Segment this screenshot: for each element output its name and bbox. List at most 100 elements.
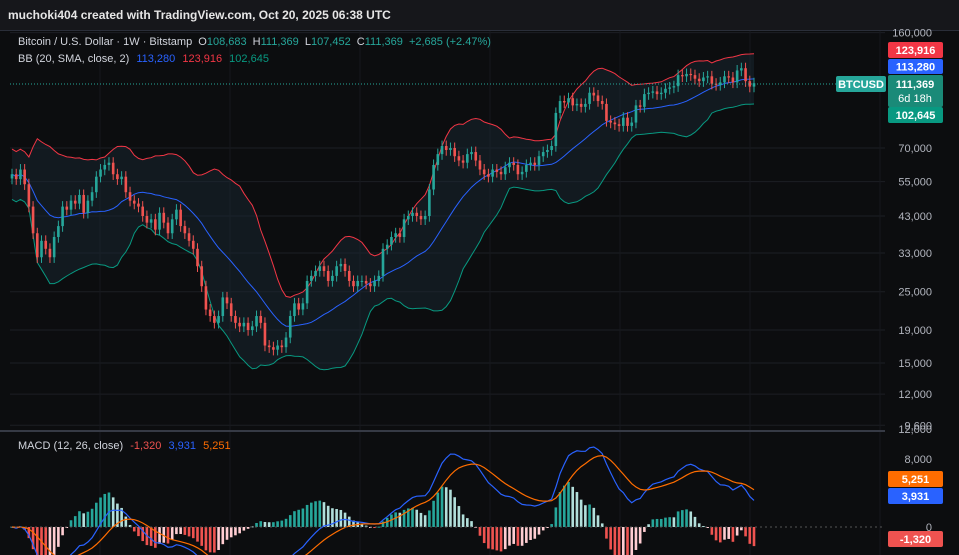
macd-hist-bar bbox=[335, 509, 338, 527]
macd-hist-bar bbox=[503, 527, 507, 550]
macd-hist-bar bbox=[78, 511, 81, 527]
macd-tick-label: 12,000 bbox=[898, 424, 932, 436]
macd-hist-bar bbox=[208, 527, 212, 553]
candle-body bbox=[356, 280, 360, 287]
candle-body bbox=[402, 219, 406, 237]
macd-hist-bar bbox=[204, 527, 208, 551]
macd-line-badge: 3,931 bbox=[902, 491, 930, 503]
candle-body bbox=[579, 103, 583, 107]
candle-body bbox=[204, 286, 208, 310]
macd-line-value: 3,931 bbox=[168, 440, 197, 452]
macd-hist-bar bbox=[411, 507, 414, 527]
macd-hist-bar bbox=[69, 520, 73, 527]
price-axis[interactable]: 160,000 70,000 55,000 43,000 33,000 25,000 19,… bbox=[892, 28, 932, 433]
macd-hist-bar bbox=[162, 527, 166, 543]
candle-body bbox=[314, 270, 317, 276]
macd-hist-bar bbox=[723, 527, 726, 540]
candle-body bbox=[326, 270, 330, 281]
candle-body bbox=[242, 322, 246, 327]
candle-body bbox=[162, 212, 166, 223]
macd-hist-bar bbox=[444, 487, 448, 527]
macd-signal-badge: 5,251 bbox=[902, 474, 930, 486]
candle-body bbox=[723, 76, 726, 83]
candle-body bbox=[267, 345, 271, 348]
macd-hist-bar bbox=[487, 527, 490, 549]
symbol-badge: BTCUSD bbox=[838, 79, 884, 91]
candle-body bbox=[132, 200, 136, 204]
macd-hist-bar bbox=[331, 508, 334, 527]
macd-hist-bar bbox=[103, 493, 107, 527]
candle-body bbox=[120, 176, 123, 180]
bollinger-band-fill bbox=[12, 53, 754, 370]
macd-hist-bar bbox=[537, 527, 541, 535]
price-tick-label: 33,000 bbox=[898, 248, 932, 260]
macd-hist-bar bbox=[626, 527, 629, 555]
macd-hist-bar bbox=[200, 527, 204, 546]
macd-hist-bar bbox=[659, 518, 663, 527]
macd-tick-label: 8,000 bbox=[904, 454, 932, 466]
candle-body bbox=[44, 240, 48, 249]
macd-hist-bar bbox=[520, 527, 524, 546]
macd-hist-bar bbox=[246, 527, 250, 529]
macd-hist-bar bbox=[347, 516, 351, 527]
macd-hist-bar bbox=[457, 506, 461, 527]
macd-hist-bar bbox=[651, 519, 655, 527]
candle-body bbox=[676, 75, 680, 87]
candle-body bbox=[364, 280, 368, 284]
candle-body bbox=[390, 236, 393, 245]
macd-hist-bar bbox=[124, 516, 128, 527]
candle-body bbox=[200, 266, 204, 287]
candle-body bbox=[65, 206, 69, 210]
macd-hist-bar bbox=[571, 486, 575, 527]
macd-hist-bar bbox=[73, 516, 77, 527]
macd-hist-badge: -1,320 bbox=[900, 534, 931, 546]
candle-body bbox=[702, 77, 705, 82]
macd-hist-bar bbox=[390, 514, 393, 527]
macd-hist-bar bbox=[398, 512, 402, 527]
macd-hist-bar bbox=[461, 514, 465, 527]
candle-body bbox=[596, 95, 600, 102]
macd-hist-bar bbox=[529, 527, 532, 540]
macd-hist-bar bbox=[187, 527, 191, 537]
macd-hist-bar bbox=[221, 527, 225, 545]
candle-body bbox=[491, 169, 494, 177]
macd-hist-bar bbox=[478, 527, 482, 536]
macd-hist-bar bbox=[432, 500, 435, 527]
candle-body bbox=[280, 345, 284, 348]
macd-hist-bar bbox=[217, 527, 220, 550]
candle-body bbox=[605, 103, 608, 121]
candle-body bbox=[57, 226, 60, 237]
macd-hist-bar bbox=[52, 527, 56, 555]
macd-hist-bar bbox=[305, 504, 309, 527]
macd-hist-bar bbox=[44, 527, 48, 555]
macd-hist-bar bbox=[516, 527, 520, 546]
macd-hist-bar bbox=[584, 505, 587, 527]
macd-label: MACD (12, 26, close) bbox=[18, 440, 124, 452]
bb-legend[interactable]: BB (20, SMA, close, 2) 113,280 123,916 1… bbox=[18, 53, 269, 65]
candle-body bbox=[516, 164, 520, 175]
symbol-legend: Bitcoin / U.S. Dollar · 1W · Bitstamp O1… bbox=[18, 36, 491, 48]
price-candles bbox=[10, 62, 756, 356]
macd-axis[interactable]: 12,000 8,000 0 bbox=[898, 424, 932, 534]
macd-hist-bar bbox=[406, 508, 410, 527]
close-value: 111,369 bbox=[364, 36, 403, 48]
bb-upper-badge-bg bbox=[888, 42, 943, 58]
candle-body bbox=[428, 189, 431, 217]
macd-tick-label: 0 bbox=[926, 522, 932, 534]
candle-body bbox=[373, 280, 376, 287]
candle-body bbox=[23, 169, 26, 185]
macd-hist-bar bbox=[111, 497, 115, 527]
macd-hist-bar bbox=[550, 524, 553, 527]
countdown-badge: 6d 18h bbox=[898, 93, 932, 105]
macd-hist-bar bbox=[605, 527, 608, 539]
candle-body bbox=[35, 233, 39, 258]
macd-legend[interactable]: MACD (12, 26, close) -1,320 3,931 5,251 bbox=[18, 440, 231, 452]
macd-hist-bar bbox=[748, 527, 752, 544]
candle-body bbox=[352, 280, 355, 287]
macd-hist-bar bbox=[562, 485, 566, 527]
candle-body bbox=[394, 233, 397, 237]
candle-body bbox=[78, 194, 81, 204]
macd-hist-bar bbox=[238, 527, 241, 534]
candle-body bbox=[166, 222, 170, 234]
